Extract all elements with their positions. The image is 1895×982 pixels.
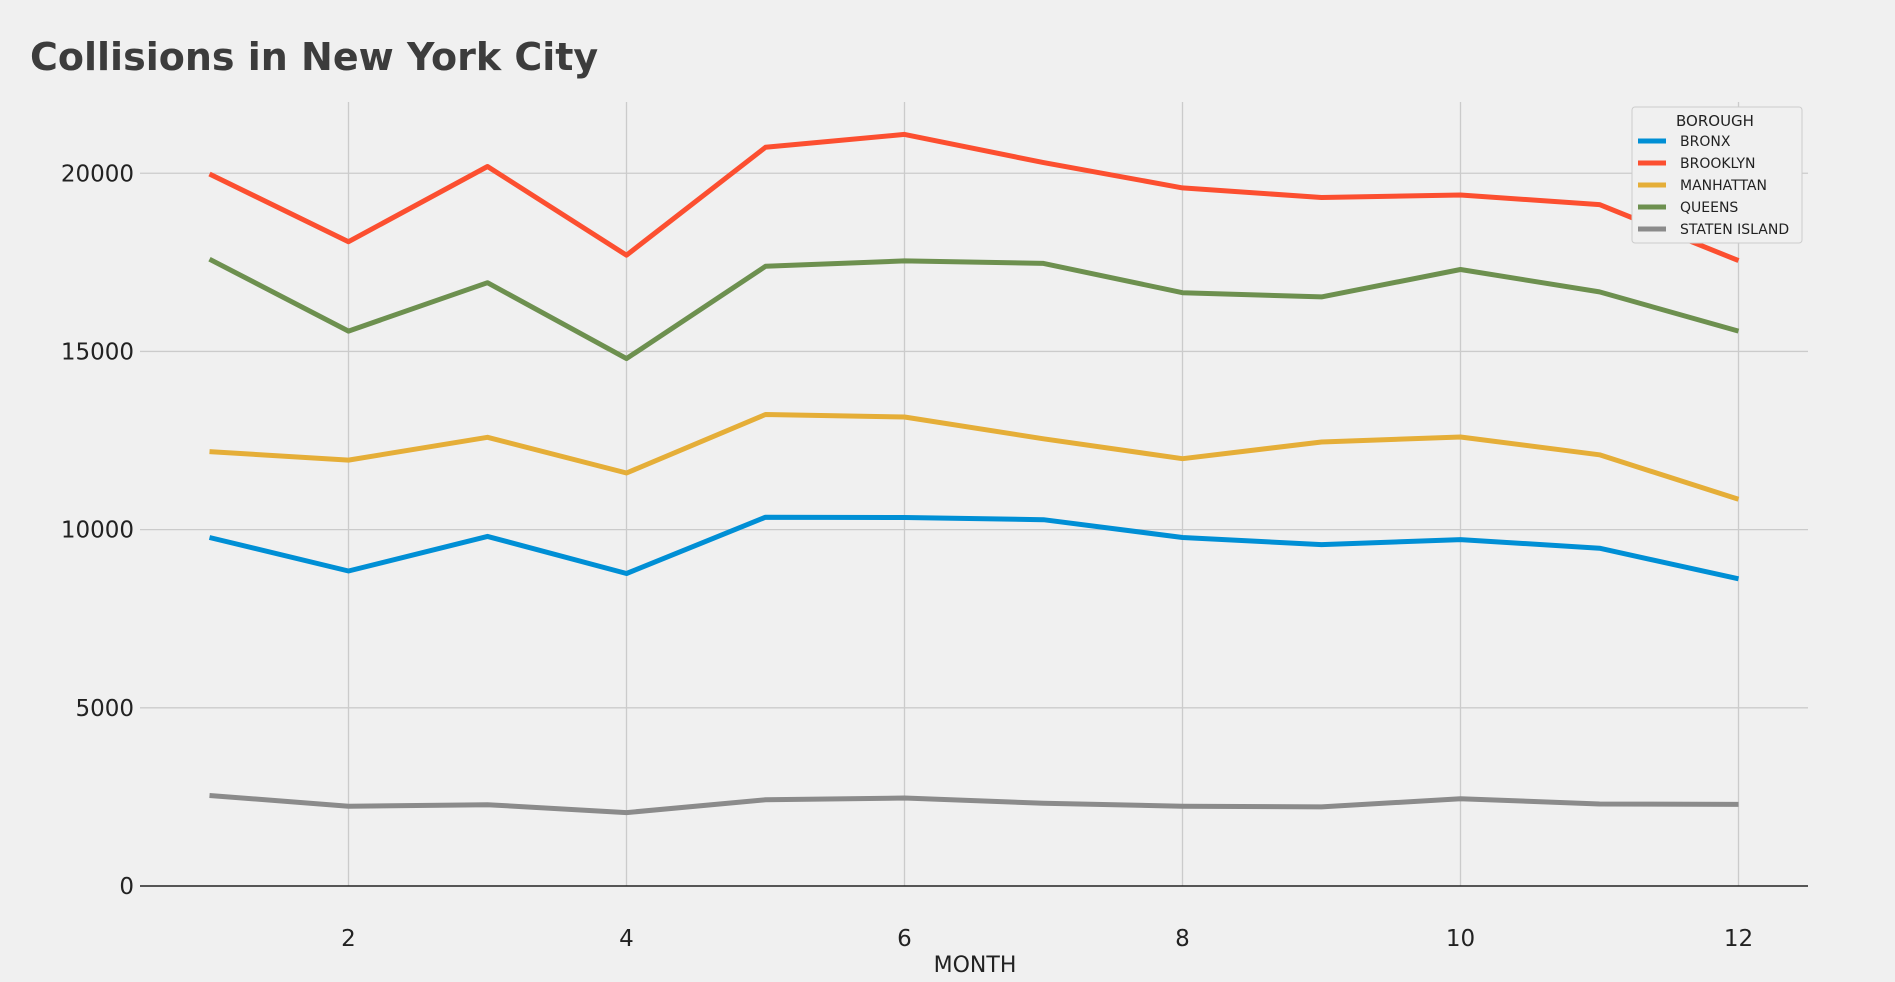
axes: 2 4 6 8 10 12 0 5000 10000 15000 20000 <box>61 161 1808 952</box>
x-tick-label: 8 <box>1175 926 1190 952</box>
legend-label-bronx: BRONX <box>1680 134 1731 150</box>
y-tick-label: 15000 <box>61 339 134 365</box>
x-tick-label: 2 <box>341 926 356 952</box>
legend: BOROUGH BRONX BROOKLYN MANHATTAN QUEENS STAT… <box>1631 106 1803 244</box>
x-tick-label: 12 <box>1724 926 1753 952</box>
legend-label-queens: QUEENS <box>1680 200 1738 216</box>
series-lines <box>208 131 1740 816</box>
chart-title: Collisions in New York City <box>30 35 598 79</box>
series-line-bronx <box>208 514 1740 582</box>
y-tick-label: 10000 <box>61 518 134 544</box>
y-tick-label: 20000 <box>61 161 134 187</box>
series-line-manhattan <box>209 412 1740 502</box>
series-line-brooklyn <box>208 131 1740 263</box>
legend-label-staten-island: STATEN ISLAND <box>1680 222 1789 238</box>
legend-title: BOROUGH <box>1676 112 1754 130</box>
x-axis-label: MONTH <box>934 953 1017 978</box>
y-tick-label: 0 <box>119 874 134 900</box>
y-tick-label: 5000 <box>75 696 134 722</box>
legend-label-manhattan: MANHATTAN <box>1680 178 1767 194</box>
legend-box <box>1631 106 1803 244</box>
x-tick-label: 6 <box>897 926 912 952</box>
x-tick-label: 4 <box>619 926 634 952</box>
series-line-staten-island <box>209 793 1739 816</box>
legend-label-brooklyn: BROOKLYN <box>1680 156 1756 172</box>
series-line-queens <box>208 256 1740 362</box>
x-tick-label: 10 <box>1446 926 1475 952</box>
